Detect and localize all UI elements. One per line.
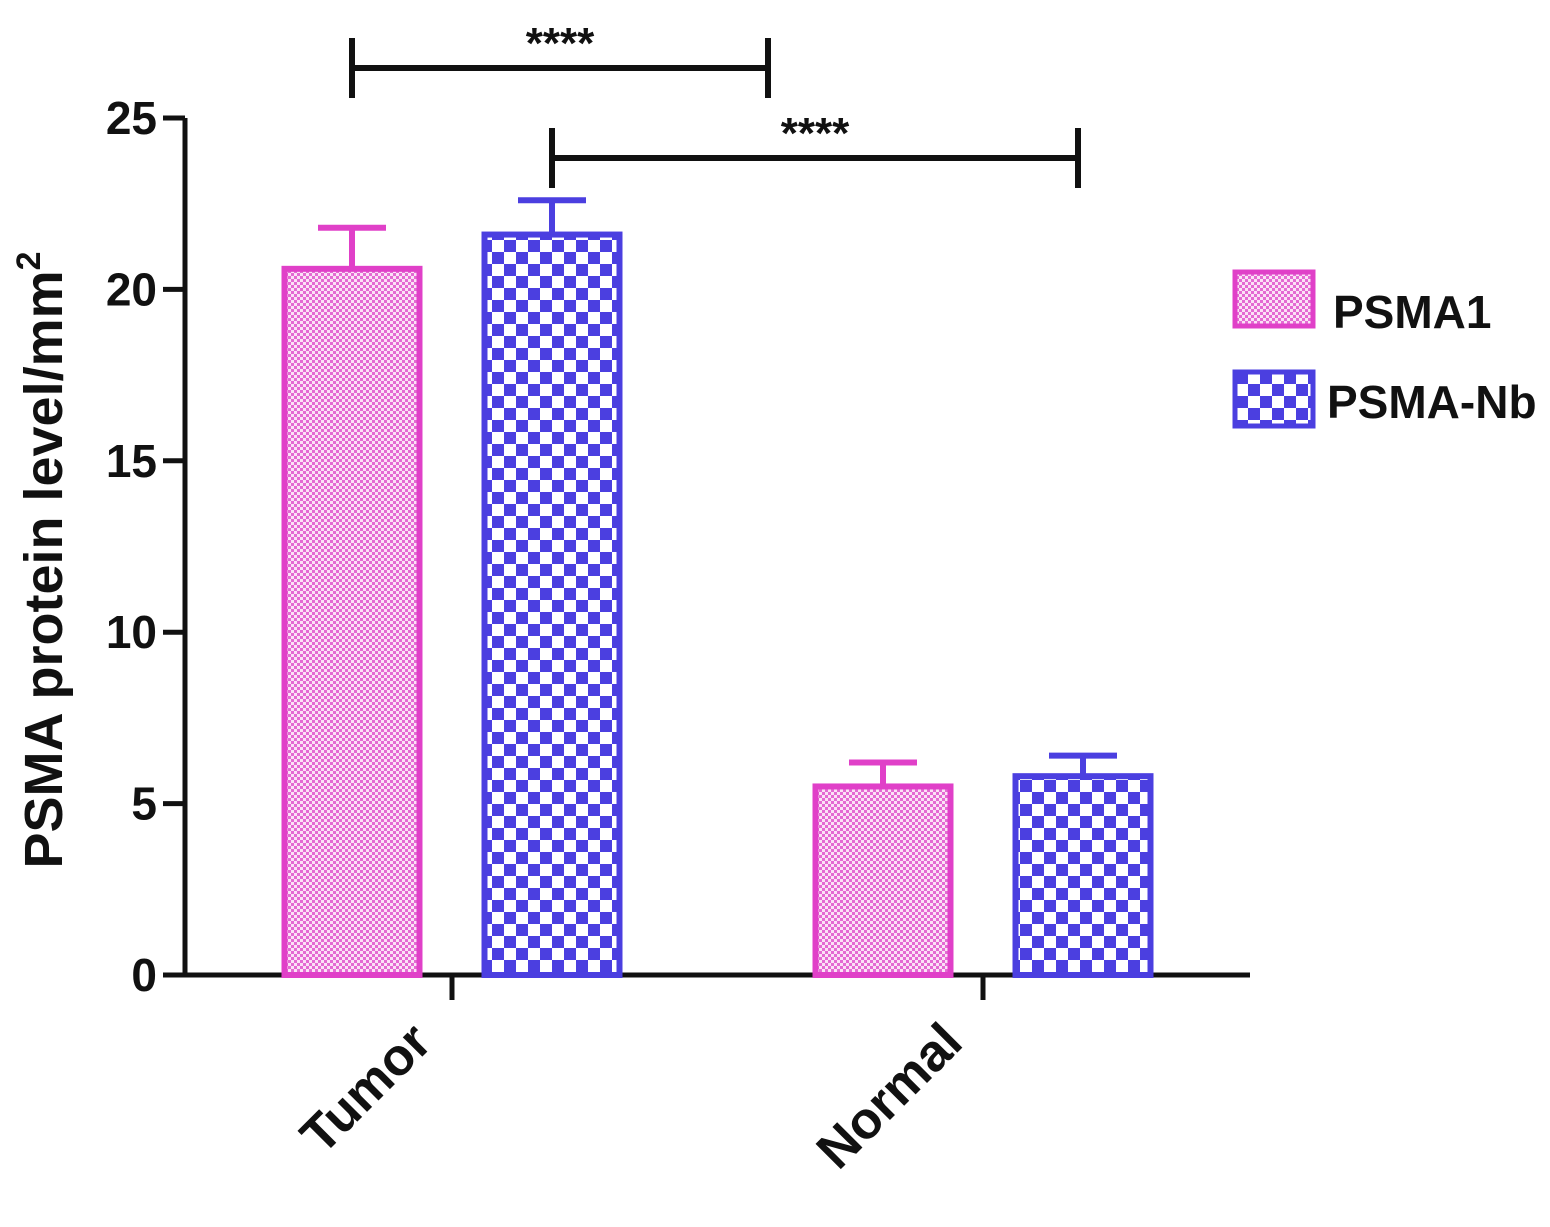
legend-swatch-psma1 [1232, 269, 1316, 329]
sig-label-1: **** [781, 109, 850, 158]
legend-swatch-psma-nb [1232, 369, 1316, 429]
y-axis-title: PSMA protein level/mm2 [10, 251, 74, 868]
sig-label-0: **** [526, 19, 595, 68]
bar-normal-psma1 [812, 783, 954, 979]
x-tick-label-normal: Normal [806, 1012, 974, 1180]
legend-label-psma-nb: PSMA-Nb [1327, 376, 1537, 428]
y-tick-label-3: 15 [106, 435, 157, 487]
bar-normal-psma-nb [1012, 773, 1154, 979]
axes: 0 5 10 15 20 25 Tumor Normal [106, 92, 1250, 1180]
y-tick-label-2: 10 [106, 606, 157, 658]
bar-tumor-psma-nb [481, 231, 623, 978]
bar-tumor-psma1 [281, 265, 423, 979]
legend: PSMA1 PSMA-Nb [1232, 269, 1537, 429]
y-tick-label-1: 5 [131, 778, 157, 830]
significance-brackets: **** **** [349, 19, 1081, 188]
legend-label-psma1: PSMA1 [1333, 286, 1491, 338]
y-tick-label-0: 0 [131, 949, 157, 1001]
y-tick-label-5: 25 [106, 92, 157, 144]
bars [281, 231, 1154, 979]
x-tick-label-tumor: Tumor [290, 1012, 443, 1165]
error-bars [318, 197, 1117, 787]
y-tick-label-4: 20 [106, 263, 157, 315]
